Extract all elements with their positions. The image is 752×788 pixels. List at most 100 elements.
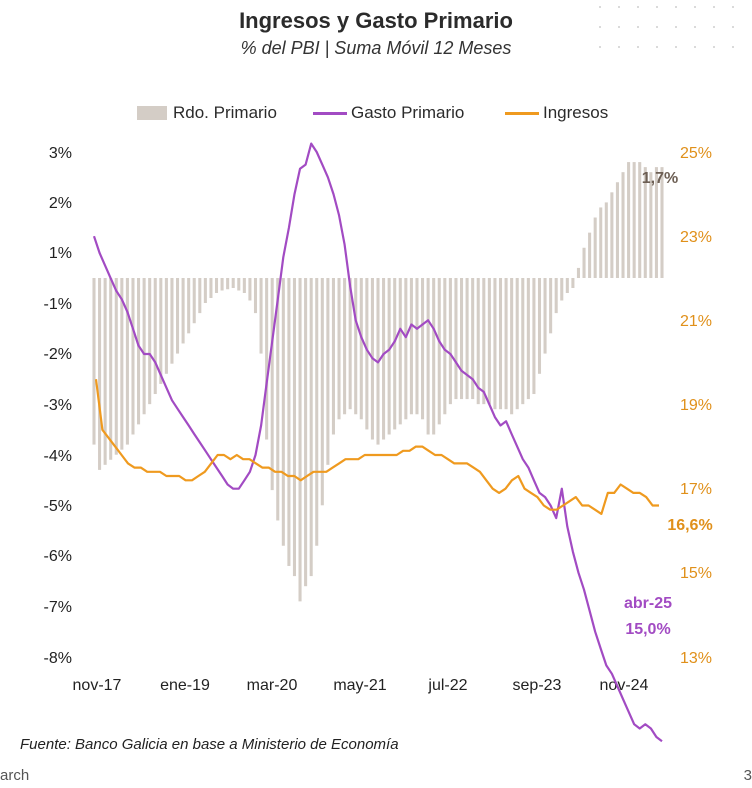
bar-rdo-primario [109,278,113,460]
bar-rdo-primario [270,278,274,491]
bar-rdo-primario [198,278,202,314]
bar-rdo-primario [471,278,475,400]
bar-rdo-primario [337,278,341,420]
bar-rdo-primario [253,278,258,314]
bar-rdo-primario [510,278,514,415]
bar-rdo-primario [599,207,603,278]
right-axis-tick-label: 25% [680,145,712,162]
right-axis-tick-label: 21% [680,313,712,330]
bar-rdo-primario [103,278,107,465]
bar-rdo-primario [588,232,592,278]
x-axis-tick-label: nov-24 [600,677,649,694]
bar-rdo-primario [164,278,168,374]
bar-rdo-primario [192,278,196,324]
bar-rdo-primario [627,162,631,278]
line-ingresos [94,379,659,516]
left-axis-tick-label: 3% [49,145,72,162]
bar-rdo-primario [621,172,625,278]
bar-rdo-primario [526,278,530,400]
bar-rdo-primario [448,278,452,405]
bar-rdo-primario [493,278,497,410]
bar-rdo-primario [643,167,647,278]
bar-rdo-primario [170,278,174,364]
annotation-gasto-date: abr-25 [624,595,672,612]
left-axis-tick-label: -4% [44,448,72,465]
bar-rdo-primario [593,217,597,278]
left-axis-tick-label: 2% [49,195,72,212]
chart-legend: Rdo. Primario Gasto Primario Ingresos [0,103,752,123]
bar-rdo-primario [309,278,313,577]
bar-rdo-primario [92,278,96,445]
x-axis-tick-label: mar-20 [247,677,298,694]
bar-rdo-primario [220,278,224,291]
bar-rdo-primario [259,278,263,354]
bar-rdo-primario [292,278,296,577]
bar-rdo-primario [521,278,525,405]
x-axis-tick-label: sep-23 [513,677,562,694]
bar-rdo-primario [454,278,458,400]
x-axis-tick-label: may-21 [333,677,386,694]
bar-rdo-primario [226,278,230,290]
bar-rdo-primario [476,278,480,405]
bar-rdo-primario [214,278,219,293]
bar-rdo-primario [181,278,185,344]
bar-rdo-primario [287,278,291,566]
legend-item-ingresos: Ingresos [505,103,608,123]
left-axis-tick-label: -5% [44,498,72,515]
legend-swatch-line [313,111,347,115]
bar-rdo-primario [387,278,391,435]
bar-rdo-primario [576,267,580,278]
bar-rdo-primario [393,278,397,430]
bar-rdo-primario [487,278,491,405]
chart-title: Ingresos y Gasto Primario [239,8,513,33]
bar-rdo-primario [348,278,352,410]
bar-rdo-primario [231,278,235,288]
cropped-footer-text: arch [0,767,30,784]
chart-subtitle: % del PBI | Suma Móvil 12 Meses [240,38,512,58]
bar-rdo-primario [120,278,124,450]
legend-label: Rdo. Primario [173,103,277,122]
right-axis-tick-label: 13% [680,650,712,667]
left-axis-tick-label: -3% [44,397,72,414]
bar-rdo-primario [465,278,469,400]
bar-rdo-primario [176,278,180,354]
bar-rdo-primario [543,278,547,354]
bar-rdo-primario [242,278,246,293]
bar-rdo-primario [460,278,464,400]
bar-rdo-primario [443,278,447,415]
bar-rdo-primario [331,278,335,435]
bar-rdo-primario [320,278,324,506]
bar-rdo-primario [537,278,542,374]
left-axis-tick-label: -1% [44,296,72,313]
bar-rdo-primario [281,278,285,546]
page-number: 3 [743,767,752,784]
bar-rdo-primario [315,278,319,546]
bar-rdo-primario [131,278,135,435]
bar-rdo-primario [504,278,508,410]
legend-swatch-bar [137,106,167,120]
bar-rdo-primario [137,278,141,425]
left-axis-tick-label: -6% [44,548,72,565]
bar-rdo-primario [415,278,419,415]
line-gasto-primario [92,142,663,743]
bar-rdo-primario [632,162,636,278]
bar-rdo-primario [148,278,152,405]
bar-rdo-primario [565,278,569,293]
bar-rdo-primario [649,172,653,278]
right-axis-tick-label: 17% [680,481,712,498]
bar-rdo-primario [304,278,308,587]
bar-rdo-primario [153,278,157,395]
x-axis-tick-label: nov-17 [73,677,122,694]
bar-rdo-primario [382,278,386,440]
legend-item-rdo-primario: Rdo. Primario [137,103,277,123]
bar-rdo-primario [421,278,425,420]
bar-rdo-primario [409,278,413,415]
bar-rdo-primario [532,278,536,395]
bar-rdo-primario [582,247,586,278]
left-axis-tick-label: -8% [44,650,72,667]
bar-rdo-primario [237,278,241,291]
bar-rdo-primario [114,278,118,455]
bar-rdo-primario [554,278,558,314]
legend-swatch-line [505,111,539,115]
legend-item-gasto-primario: Gasto Primario [313,103,464,123]
